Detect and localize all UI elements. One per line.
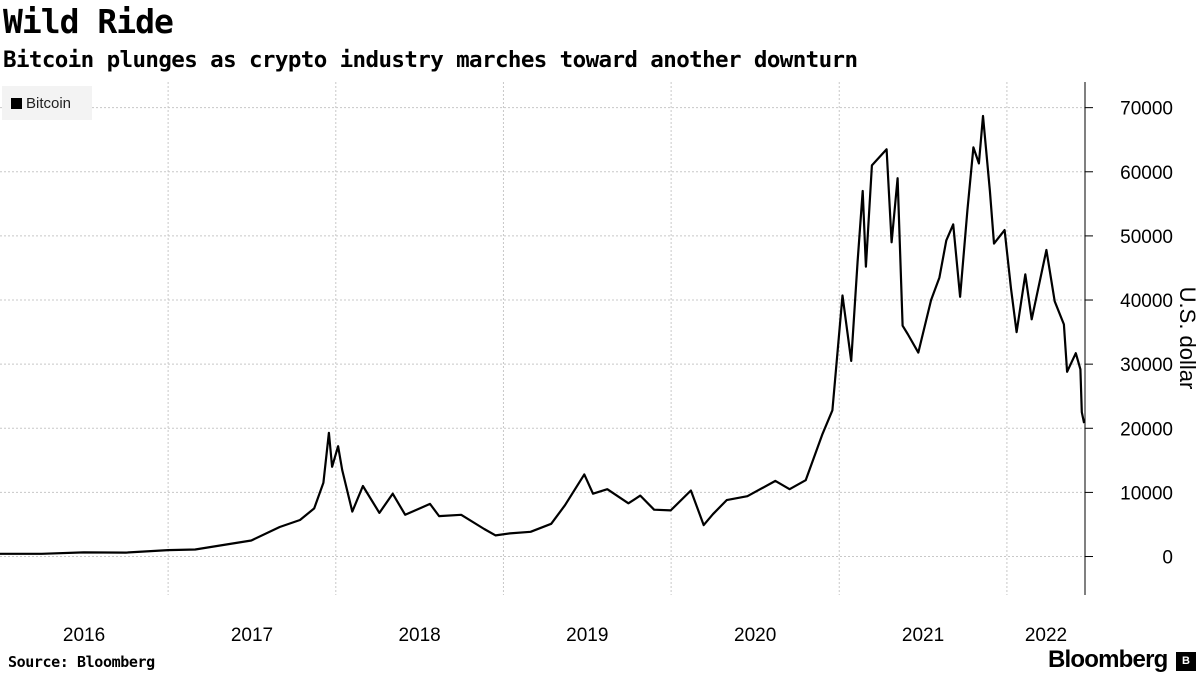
series-line-bitcoin	[0, 114, 1086, 555]
chart-title: Wild Ride	[3, 2, 174, 41]
y-tick-label: 70000	[1120, 99, 1173, 120]
x-tick-label: 2020	[734, 625, 776, 646]
y-tick-label: 30000	[1120, 355, 1173, 376]
chart-subtitle: Bitcoin plunges as crypto industry march…	[3, 47, 858, 73]
y-tick-label: 20000	[1120, 419, 1173, 440]
x-tick-label: 2019	[566, 625, 608, 646]
y-tick-label: 60000	[1120, 163, 1173, 184]
y-tick-label: 0	[1162, 548, 1173, 569]
legend: Bitcoin	[2, 86, 92, 120]
y-tick-label: 40000	[1120, 291, 1173, 312]
axes: 0 10000 20000 30000 40000 50000 60000 70000 2016…	[63, 82, 1200, 646]
x-tick-label: 2022	[1025, 625, 1067, 646]
grid	[0, 82, 1085, 595]
x-tick-label: 2018	[398, 625, 440, 646]
legend-label-bitcoin: Bitcoin	[26, 94, 72, 112]
y-axis-title: U.S. dollar	[1175, 287, 1200, 390]
legend-swatch-bitcoin	[11, 97, 22, 109]
bloomberg-logo: Bloomberg	[1048, 646, 1168, 673]
source-note: Source: Bloomberg	[8, 653, 155, 671]
bloomberg-terminal-icon: B	[1176, 652, 1196, 671]
series	[0, 114, 1086, 555]
y-tick-label: 50000	[1120, 227, 1173, 248]
x-tick-label: 2017	[231, 625, 273, 646]
x-tick-label: 2021	[902, 625, 944, 646]
x-tick-label: 2016	[63, 625, 105, 646]
y-tick-label: 10000	[1120, 483, 1173, 504]
